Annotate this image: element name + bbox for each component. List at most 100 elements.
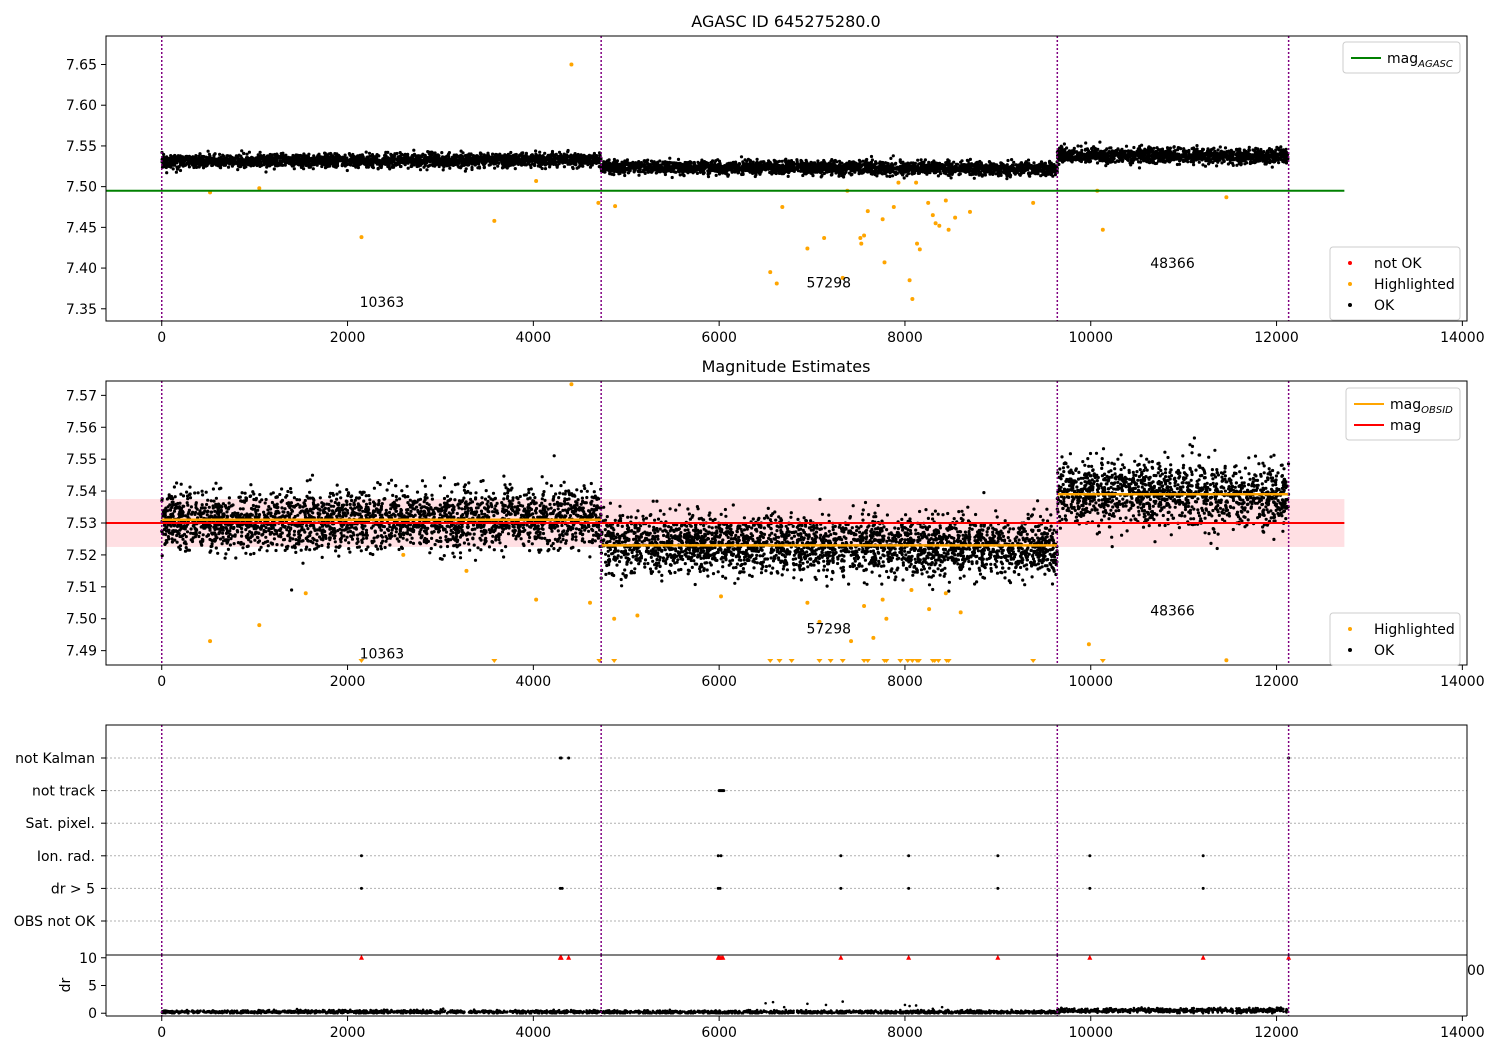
panel1-ok-point bbox=[701, 172, 706, 176]
panel1-ok-point bbox=[432, 157, 436, 161]
panel1-ok-point bbox=[569, 154, 573, 158]
panel1-ok-point bbox=[448, 166, 452, 170]
panel1-ok-point bbox=[300, 154, 304, 158]
panel1-ok-point bbox=[305, 159, 309, 163]
panel1-ok-point bbox=[245, 158, 249, 162]
panel1-ok-point bbox=[650, 170, 654, 174]
panel1-ok-point bbox=[832, 168, 836, 172]
panel1-ok-point bbox=[214, 158, 218, 162]
panel1-ok-point bbox=[399, 153, 403, 157]
panel1-ok-point bbox=[557, 162, 561, 166]
panel1-ok-point bbox=[637, 173, 641, 177]
panel1-ok-point bbox=[259, 163, 263, 168]
panel1-ok-point bbox=[441, 155, 445, 159]
panel1-ok-point bbox=[959, 160, 963, 164]
panel1-ok-point bbox=[689, 160, 693, 165]
panel1-ok-point bbox=[303, 154, 307, 158]
panel1-ok-point bbox=[361, 158, 365, 162]
panel1-ok-point bbox=[494, 159, 498, 163]
panel1-ok-point bbox=[248, 160, 252, 164]
panel1-ok-point bbox=[374, 158, 378, 162]
panel1-ok-point bbox=[353, 158, 357, 162]
panel1-ok-point bbox=[519, 158, 523, 162]
panel1-ok-point bbox=[247, 150, 251, 154]
panel1-ok-point bbox=[410, 156, 414, 160]
panel1-ok-point bbox=[218, 165, 222, 169]
panel1-ok-point bbox=[433, 154, 437, 158]
panel1-ok-point bbox=[423, 153, 427, 157]
panel1-ok-point bbox=[470, 165, 474, 170]
panel1-ok-point bbox=[265, 165, 269, 169]
panel1-ok-point bbox=[392, 165, 396, 169]
panel1-ok-point bbox=[370, 153, 375, 157]
panel1-ok-point bbox=[237, 163, 241, 167]
panel1-ok-point bbox=[335, 152, 339, 156]
panel1-ok-point bbox=[958, 172, 962, 176]
panel1-ok-point bbox=[569, 161, 574, 165]
panel1-ok-point bbox=[1012, 160, 1016, 164]
panel1-ok-point bbox=[628, 169, 632, 173]
panel1-ok-point bbox=[607, 158, 611, 162]
panel1-ok-point bbox=[415, 164, 419, 168]
panel1-ok-point bbox=[177, 165, 181, 169]
panel1-ok-point bbox=[455, 161, 459, 165]
panel1-ok-point bbox=[463, 154, 467, 158]
panel1-ok-point bbox=[768, 163, 773, 167]
panel1-ok-point bbox=[534, 156, 538, 160]
panel1-ok-point bbox=[384, 150, 388, 154]
panel1-ok-point bbox=[319, 155, 324, 159]
panel1-ok-point bbox=[451, 159, 455, 163]
panel1-ok-point bbox=[367, 151, 372, 155]
panel1-ok-point bbox=[284, 160, 288, 164]
panel1-ok-point bbox=[426, 150, 430, 154]
panel1-ok-point bbox=[182, 163, 186, 167]
panel1-ok-point bbox=[496, 164, 500, 168]
panel1-ok-point bbox=[240, 149, 244, 153]
panel1-ok-point bbox=[447, 155, 451, 159]
panel1-ok-point bbox=[661, 161, 665, 165]
panel1-ok-point bbox=[227, 158, 231, 162]
panel1-ok-point bbox=[207, 152, 211, 156]
panel1-ok-point bbox=[250, 155, 254, 159]
panel1-ok-point bbox=[198, 156, 202, 160]
panel1-ok-point bbox=[654, 171, 658, 175]
panel1-ok-point bbox=[796, 167, 800, 171]
panel1-ok-point bbox=[364, 160, 368, 164]
panel1-ok-point bbox=[668, 156, 672, 160]
panel1-ok-point bbox=[405, 156, 409, 160]
panel1-ok-point bbox=[637, 170, 641, 174]
panel1-ok-point bbox=[198, 152, 202, 156]
panel1-ok-point bbox=[178, 168, 183, 173]
panel1-ok-point bbox=[879, 160, 883, 164]
panel1-ok-point bbox=[543, 167, 548, 171]
panel1-ok-point bbox=[543, 163, 548, 167]
panel1-ok-point bbox=[529, 157, 533, 161]
panel1-ok-point bbox=[529, 165, 533, 170]
panel1-ok-point bbox=[913, 165, 917, 169]
panel1-ok-point bbox=[464, 163, 468, 167]
panel1-ok-point bbox=[754, 173, 758, 177]
panel1-ok-point bbox=[516, 162, 521, 166]
panel1-ok-point bbox=[460, 154, 465, 159]
panel1-ok-point bbox=[876, 165, 880, 169]
panel1-ok-point bbox=[186, 162, 190, 166]
panel1-ok-point bbox=[297, 159, 301, 163]
panel1-ok-point bbox=[179, 159, 183, 163]
panel1-ok-point bbox=[399, 164, 403, 169]
panel1-ok-point bbox=[571, 154, 575, 158]
panel1-ok-point bbox=[380, 163, 384, 168]
panel1-ok-point bbox=[864, 158, 868, 162]
panel1-ok-point bbox=[275, 152, 279, 156]
panel1-ok-point bbox=[505, 163, 509, 168]
panel1-ok-point bbox=[936, 174, 941, 178]
panel1-ok-point bbox=[465, 157, 469, 161]
panel1-ok-point bbox=[889, 156, 893, 160]
panel1-ok-point bbox=[967, 162, 971, 166]
panel1-ok-point bbox=[548, 165, 552, 169]
panel1-ok-point bbox=[1005, 177, 1009, 181]
panel1-ok-point bbox=[1008, 175, 1012, 179]
panel1-ok-point bbox=[909, 161, 913, 165]
panel1-ok-point bbox=[317, 158, 321, 163]
panel1-ok-point bbox=[425, 168, 429, 172]
panel1-ok-point bbox=[518, 153, 522, 157]
